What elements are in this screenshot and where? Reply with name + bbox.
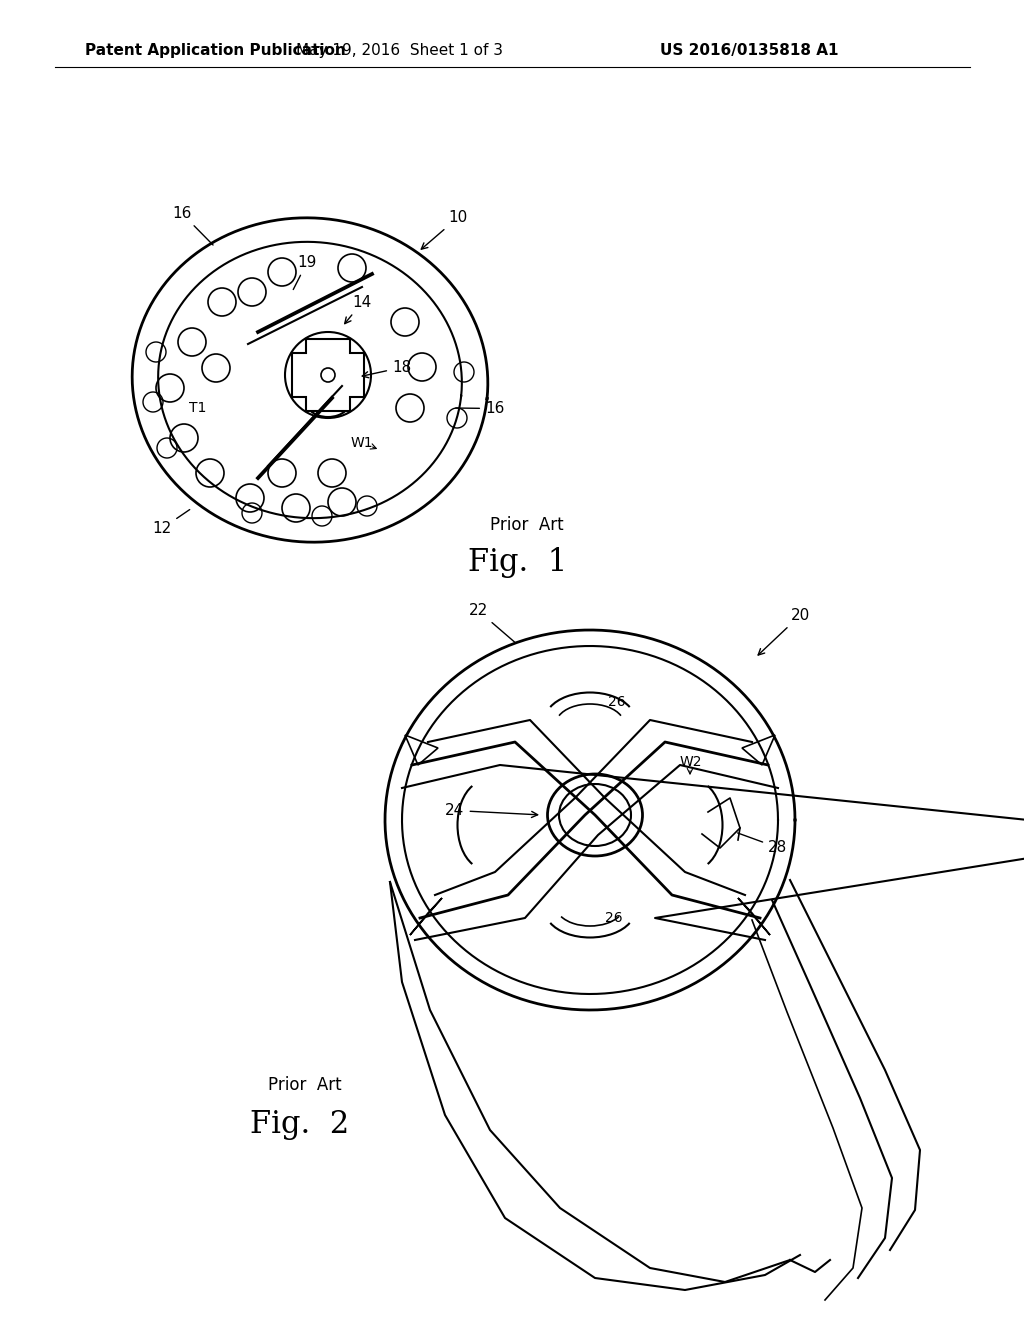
Text: W2: W2 xyxy=(680,755,702,770)
Text: W1: W1 xyxy=(350,436,374,450)
Text: Prior  Art: Prior Art xyxy=(268,1076,342,1094)
Text: T1: T1 xyxy=(189,401,207,414)
Text: 16: 16 xyxy=(172,206,213,246)
Text: Patent Application Publication: Patent Application Publication xyxy=(85,42,346,58)
Text: US 2016/0135818 A1: US 2016/0135818 A1 xyxy=(660,42,839,58)
Polygon shape xyxy=(742,735,775,766)
Text: 19: 19 xyxy=(293,255,316,289)
Text: 22: 22 xyxy=(468,603,516,643)
Text: 26: 26 xyxy=(605,911,623,925)
Text: 16: 16 xyxy=(456,401,505,416)
Polygon shape xyxy=(738,898,770,935)
Text: Fig.  1: Fig. 1 xyxy=(468,548,567,578)
Text: 10: 10 xyxy=(421,210,468,249)
Polygon shape xyxy=(406,735,438,766)
Polygon shape xyxy=(410,898,442,935)
Text: Fig.  2: Fig. 2 xyxy=(250,1110,349,1140)
Text: 28: 28 xyxy=(737,833,787,855)
Text: 18: 18 xyxy=(362,360,412,378)
Text: 20: 20 xyxy=(758,609,810,655)
Text: 14: 14 xyxy=(345,294,372,323)
Text: Prior  Art: Prior Art xyxy=(490,516,563,535)
Text: 24: 24 xyxy=(445,803,538,818)
Polygon shape xyxy=(292,339,364,411)
Text: 26: 26 xyxy=(608,696,626,709)
Circle shape xyxy=(321,368,335,381)
Text: May 19, 2016  Sheet 1 of 3: May 19, 2016 Sheet 1 of 3 xyxy=(297,42,504,58)
Circle shape xyxy=(285,333,371,418)
Text: 12: 12 xyxy=(153,510,189,536)
